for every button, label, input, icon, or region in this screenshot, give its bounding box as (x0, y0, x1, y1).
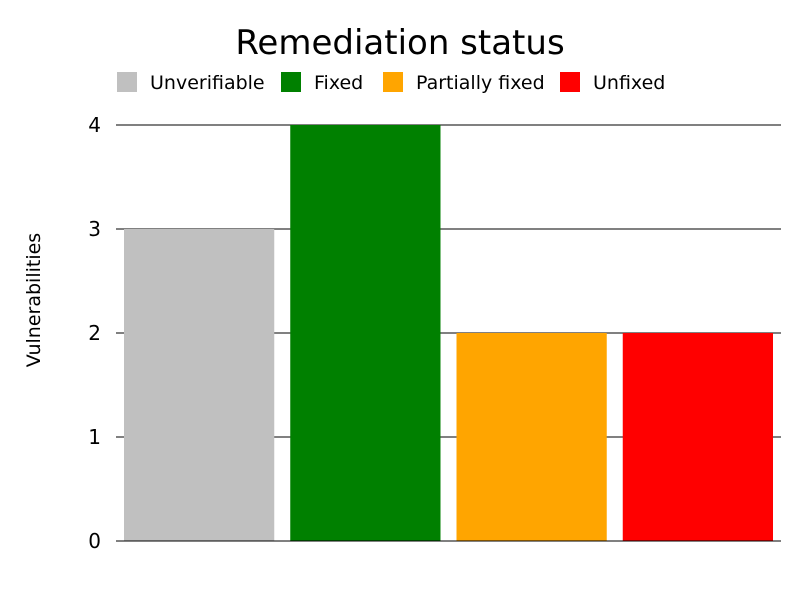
bar-fixed (290, 125, 441, 541)
legend-label: Unfixed (593, 72, 665, 94)
legend-label: Fixed (314, 72, 363, 94)
legend-item: Unfixed (560, 72, 665, 94)
legend-swatch (281, 72, 301, 92)
bar-unverifiable (124, 229, 275, 541)
legend-item: Unverifiable (117, 72, 265, 94)
y-axis-ticks: 0 1 2 3 4 (88, 113, 101, 553)
legend-item: Partially fixed (383, 72, 545, 94)
y-tick-label: 3 (88, 217, 101, 241)
y-tick-label: 0 (88, 529, 101, 553)
chart-legend: Unverifiable Fixed Partially fixed Unfixed (117, 72, 665, 94)
legend-label: Partially fixed (416, 72, 545, 94)
y-axis-label: Vulnerabilities (23, 233, 45, 367)
legend-swatch (560, 72, 580, 92)
legend-swatch (383, 72, 403, 92)
legend-item: Fixed (281, 72, 363, 94)
y-tick-label: 2 (88, 321, 101, 345)
bar-unfixed (622, 333, 773, 541)
y-tick-label: 4 (88, 113, 101, 137)
legend-swatch (117, 72, 137, 92)
chart-bars (124, 125, 773, 541)
y-tick-label: 1 (88, 425, 101, 449)
legend-label: Unverifiable (150, 72, 265, 94)
chart-title: Remediation status (235, 23, 564, 63)
bar-partially-fixed (456, 333, 607, 541)
